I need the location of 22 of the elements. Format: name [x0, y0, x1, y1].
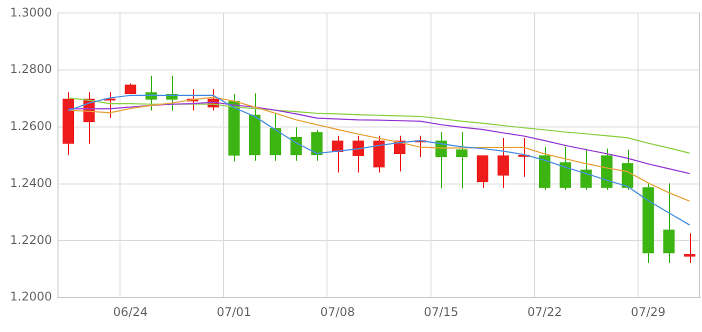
- x-tick-label: 07/29: [630, 304, 666, 319]
- y-tick-label: 1.2200: [10, 232, 52, 247]
- x-tick-label: 07/22: [527, 304, 562, 319]
- candlestick: [498, 138, 509, 188]
- x-tick-label: 06/24: [113, 304, 148, 319]
- candlestick: [290, 126, 302, 162]
- x-tick-label: 07/15: [424, 304, 458, 319]
- y-tick-label: 1.2400: [10, 176, 52, 190]
- y-tick-label: 1.2000: [10, 290, 52, 304]
- candlestick: [580, 148, 592, 190]
- candlestick: [124, 82, 136, 94]
- candlestick: [332, 135, 344, 173]
- y-tick-label: 1.2600: [10, 119, 52, 134]
- candlestick: [663, 182, 675, 264]
- y-tick-label: 1.3000: [10, 5, 52, 20]
- candlestick: [684, 232, 696, 264]
- x-tick-label: 07/08: [320, 304, 355, 319]
- y-tick-label: 1.2800: [10, 62, 52, 76]
- candlestick: [456, 132, 468, 189]
- candlestick: [311, 130, 323, 162]
- candlestick: [352, 135, 364, 173]
- x-tick-label: 07/01: [216, 304, 252, 319]
